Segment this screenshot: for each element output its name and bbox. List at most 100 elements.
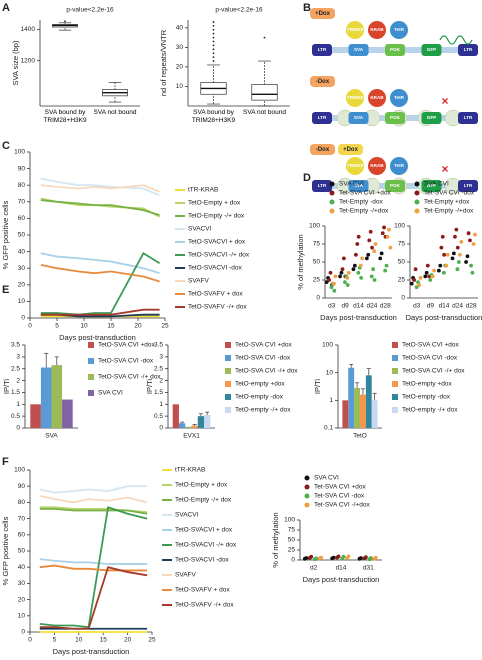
x-tick-label: TetO (353, 433, 367, 440)
dot (369, 274, 374, 279)
dot (459, 239, 464, 244)
dot (372, 278, 377, 282)
dot (417, 283, 422, 287)
x-tick-label: 20 (124, 637, 132, 644)
outlier (212, 32, 215, 35)
dot (363, 555, 368, 560)
y-tick-label: 30 (18, 265, 26, 272)
y-tick-label: 100 (14, 467, 25, 474)
bar (204, 414, 211, 428)
dot (450, 256, 455, 261)
y-tick-label: 100 (284, 517, 295, 524)
x-axis-label: Days post-transduction (320, 313, 397, 322)
legend-swatch (392, 381, 398, 387)
dot (367, 238, 372, 243)
bar (342, 400, 349, 428)
element-label: LTR (464, 115, 473, 120)
y-tick-label: 40 (18, 248, 26, 255)
y-tick-label: 10 (18, 298, 26, 305)
outlier (212, 52, 215, 55)
y-tick-label: 3.5 (154, 342, 163, 349)
outlier (212, 40, 215, 43)
dot (373, 555, 378, 560)
dot (368, 556, 373, 560)
dot (471, 242, 476, 246)
dot (456, 260, 461, 264)
dot (387, 227, 391, 232)
series-line (39, 506, 148, 629)
x-tick-label: 25 (161, 323, 169, 330)
legend-label: Tet-Empty +dox (424, 199, 470, 206)
y-tick-label: 1 (329, 397, 333, 404)
dot (412, 278, 417, 282)
element-label: LTR (318, 115, 327, 120)
protein-label: TetR (394, 95, 405, 100)
dot (441, 270, 446, 275)
element-label: SVA (354, 47, 364, 52)
legend-label: TetO-empty +dox (235, 381, 285, 388)
y-tick-label: 60 (18, 532, 26, 539)
series-line (39, 507, 148, 515)
bar (365, 375, 372, 428)
legend-label: Tet-SVA CVI +dox (339, 190, 391, 197)
dot (324, 280, 329, 285)
dot (304, 556, 309, 560)
legend-swatch (304, 502, 310, 508)
dot (319, 555, 324, 560)
y-tick-label: 25 (398, 277, 406, 284)
legend-label: TetO-SVAFV + dox (188, 291, 243, 298)
y-tick-label: 0.5 (11, 413, 20, 420)
dot (371, 267, 376, 272)
protein (390, 21, 408, 39)
dot (385, 234, 390, 239)
element-label: PGK (390, 183, 401, 188)
y-tick-label: 70 (18, 515, 26, 522)
dot (451, 251, 456, 256)
y-tick-label: 20 (176, 64, 184, 71)
x-tick-label: d31 (363, 565, 374, 572)
legend-label: SVA CVI (98, 390, 123, 397)
dot (358, 556, 363, 560)
dot (343, 280, 347, 285)
panel-letter: F (2, 456, 9, 468)
dot (379, 251, 384, 256)
x-tick-label: 10 (75, 637, 83, 644)
legend-label: Tet-SVA CVI +dox (314, 484, 366, 491)
y-tick-label: 2 (16, 377, 20, 384)
y-tick-label: 0 (21, 315, 25, 322)
dna-element (421, 44, 442, 56)
legend-label: Tet-SVA CVI -dox (314, 493, 365, 500)
y-tick-label: 25 (288, 547, 296, 554)
element-label: LTR (318, 47, 327, 52)
dna-element (385, 112, 405, 124)
y-axis-label: % GFP positive cells (1, 200, 10, 269)
dna-element (458, 180, 478, 192)
dot (418, 275, 423, 280)
condition-label: +Dox (343, 147, 359, 153)
bar (30, 404, 41, 428)
dot (340, 267, 345, 272)
y-tick-label: 75 (398, 241, 406, 248)
bar (185, 426, 192, 428)
outlier (212, 60, 215, 62)
legend-label: SVA CVI (339, 181, 364, 188)
bar (197, 416, 205, 428)
dot (356, 234, 361, 239)
x-tick-label: EVX1 (183, 433, 200, 440)
x-tick-label: d14 (439, 303, 450, 310)
protein-label: KRAB (370, 95, 384, 100)
legend-swatch (392, 394, 398, 400)
legend-swatch (329, 181, 335, 187)
legend-label: TetO-SVACVI -dox (175, 557, 229, 564)
y-tick-label: 0 (316, 295, 320, 302)
legend-label: TetO-SVACVI + dox (175, 527, 233, 534)
x-tick-label: 15 (107, 323, 115, 330)
legend-label: tTR-KRAB (188, 187, 218, 194)
dot (444, 263, 449, 268)
outlier (212, 24, 215, 27)
y-tick-label: 30 (176, 44, 184, 51)
legend-label: TetO-SVAFV -/+ dox (175, 602, 234, 609)
legend-swatch (88, 358, 94, 364)
x-tick-label-box: SVA not bound (243, 109, 286, 116)
dot (360, 256, 365, 261)
